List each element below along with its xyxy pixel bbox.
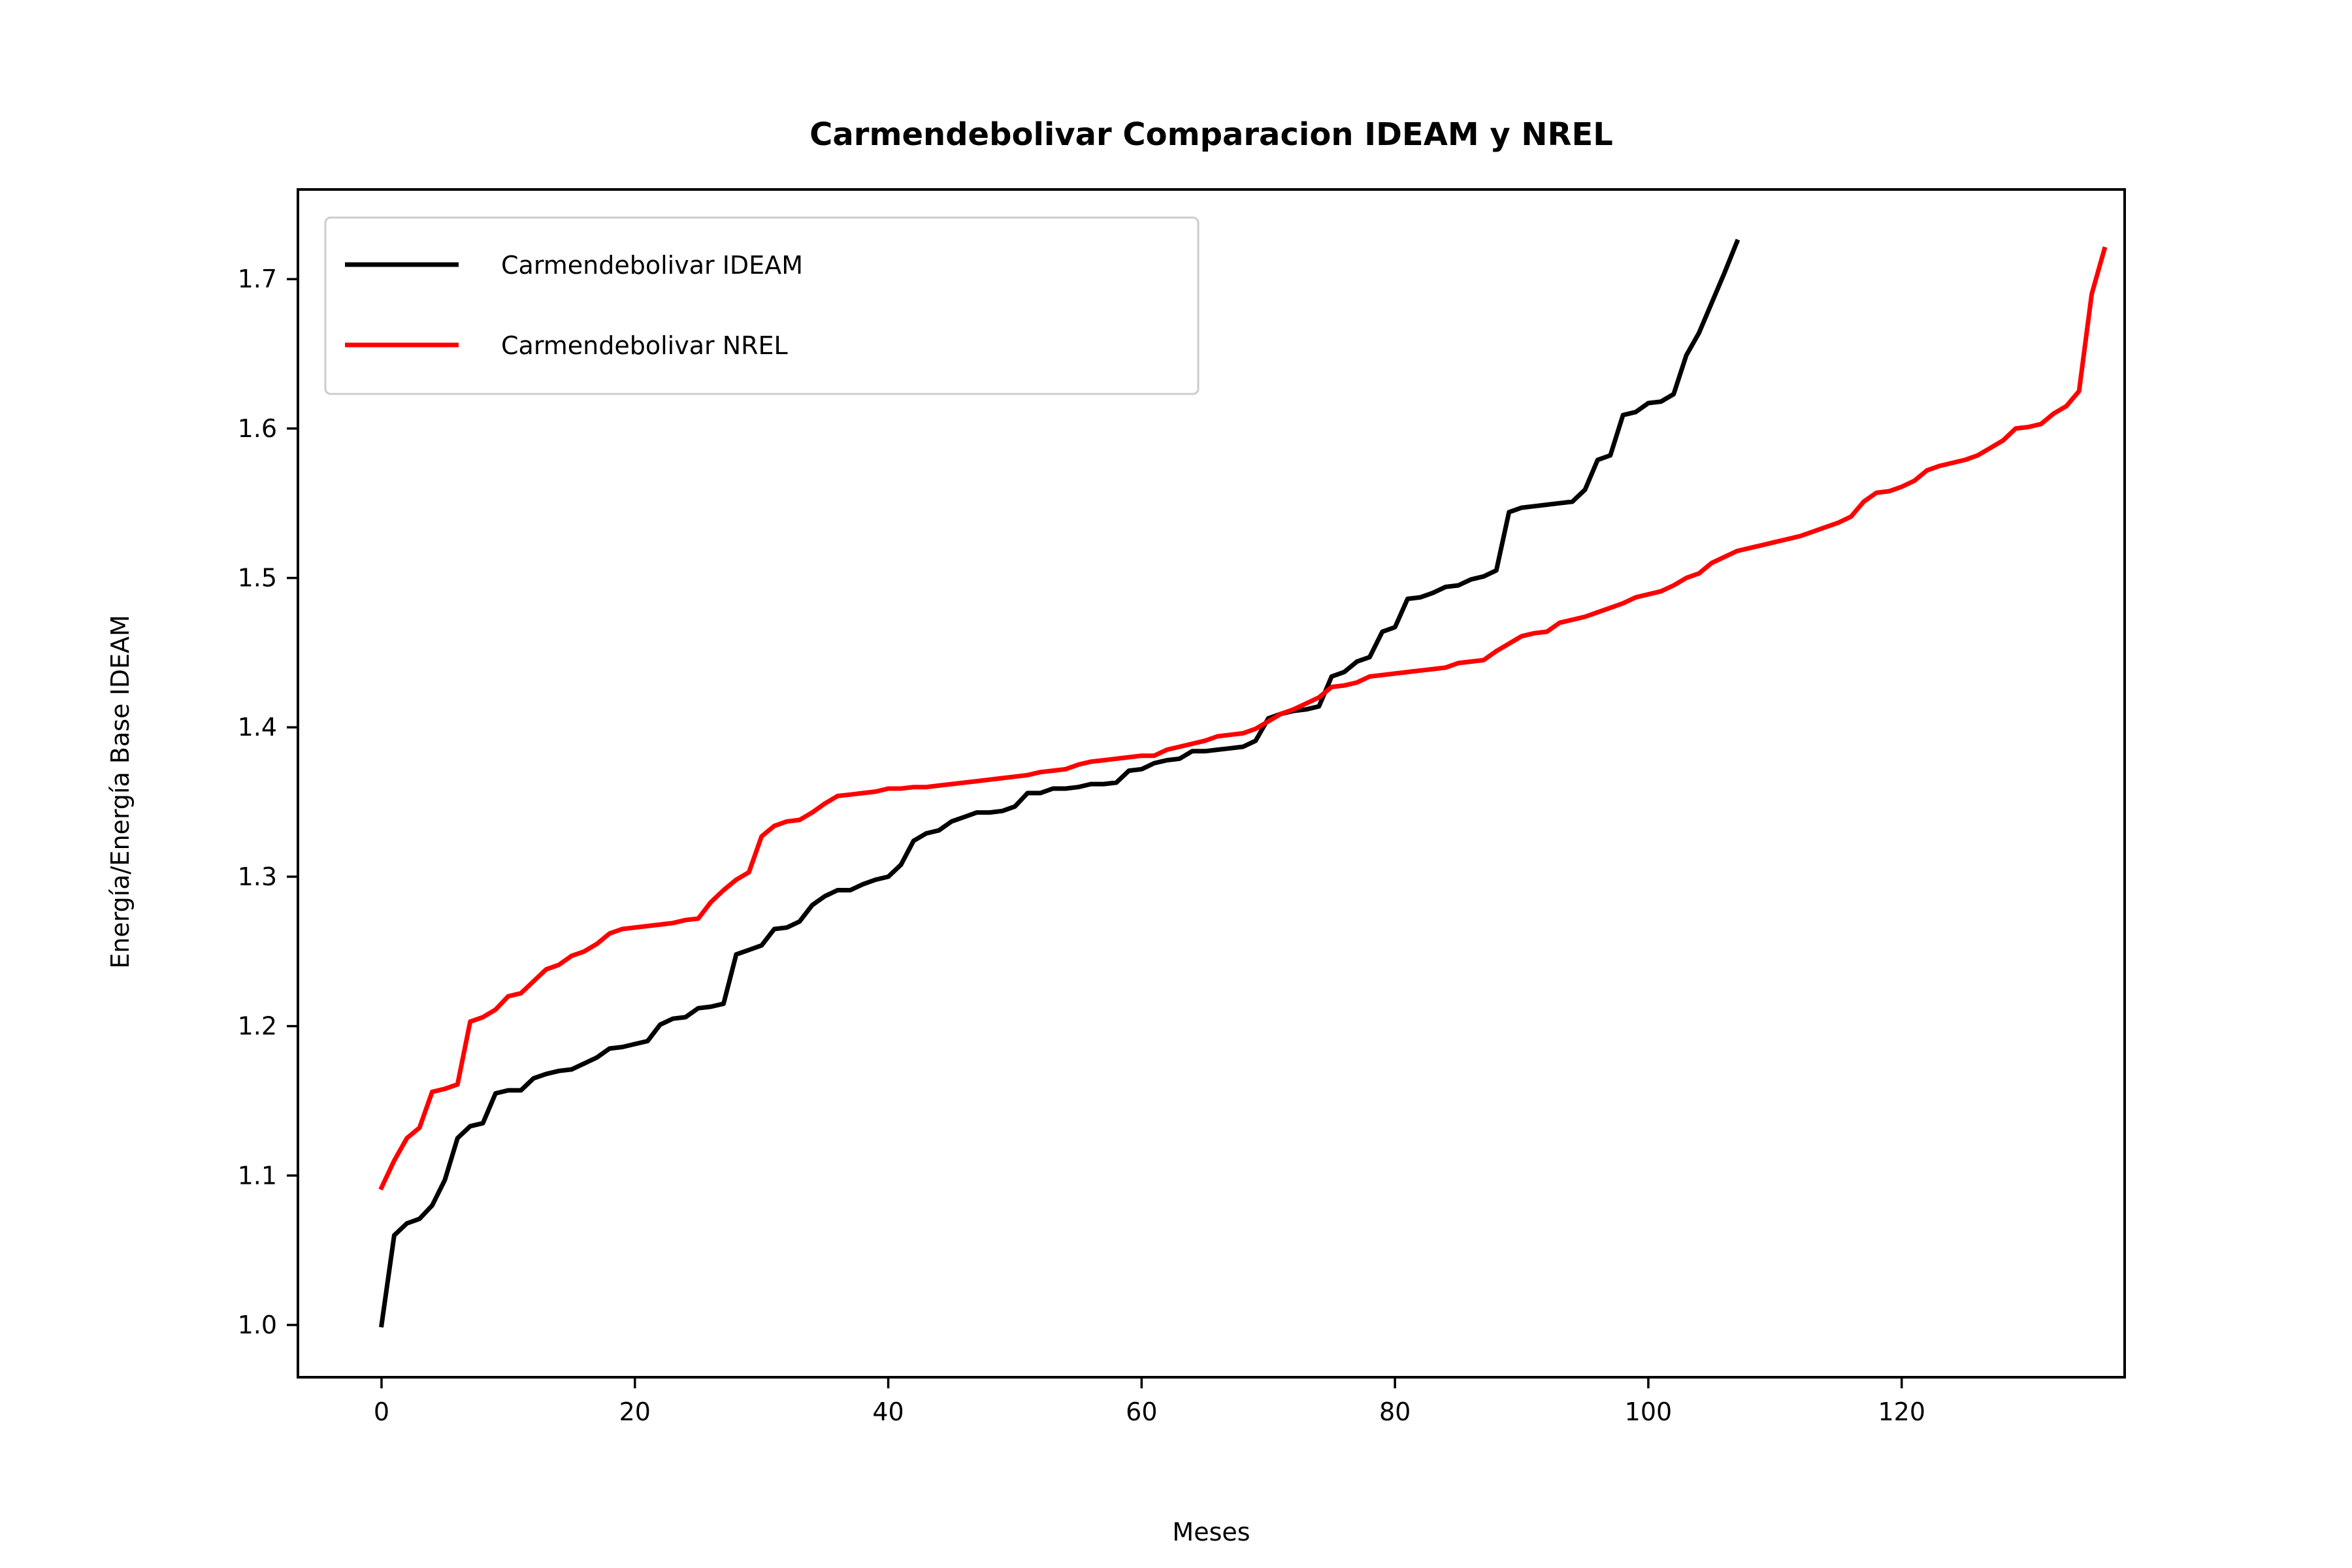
x-tick-label: 80 bbox=[1379, 1397, 1411, 1426]
plot-area bbox=[297, 188, 2126, 1379]
y-tick-label: 1.0 bbox=[238, 1311, 277, 1339]
chart-title: Carmendebolivar Comparacion IDEAM y NREL bbox=[809, 116, 1613, 153]
y-tick-label: 1.4 bbox=[238, 713, 277, 742]
legend: Carmendebolivar IDEAM Carmendebolivar NRE… bbox=[324, 216, 1200, 395]
x-tick-label: 120 bbox=[1878, 1397, 1925, 1426]
x-axis: 0 20 40 60 80 100 120 bbox=[374, 1377, 1925, 1426]
y-tick-label: 1.6 bbox=[238, 414, 277, 443]
x-tick-label: 60 bbox=[1126, 1397, 1157, 1426]
y-tick-label: 1.5 bbox=[238, 564, 277, 593]
y-tick-label: 1.2 bbox=[238, 1012, 277, 1041]
y-tick-label: 1.7 bbox=[238, 265, 277, 293]
x-axis-label: Meses bbox=[1172, 1518, 1250, 1546]
y-tick-label: 1.1 bbox=[238, 1161, 277, 1190]
legend-label-ideam: Carmendebolivar IDEAM bbox=[501, 251, 803, 280]
y-axis-label: Energía/Energía Base IDEAM bbox=[106, 615, 135, 969]
x-tick-label: 20 bbox=[619, 1397, 651, 1426]
legend-box bbox=[324, 216, 1200, 395]
y-axis: 1.0 1.1 1.2 1.3 1.4 1.5 1.6 1.7 bbox=[238, 265, 298, 1339]
x-tick-label: 40 bbox=[872, 1397, 904, 1426]
series-line-ideam bbox=[379, 238, 1740, 1328]
y-tick-label: 1.3 bbox=[238, 862, 277, 891]
x-tick-label: 0 bbox=[374, 1397, 389, 1426]
x-tick-label: 100 bbox=[1625, 1397, 1673, 1426]
axes-frame bbox=[297, 188, 2126, 1379]
series-line-nrel bbox=[378, 246, 2108, 1191]
legend-label-nrel: Carmendebolivar NREL bbox=[501, 331, 788, 360]
